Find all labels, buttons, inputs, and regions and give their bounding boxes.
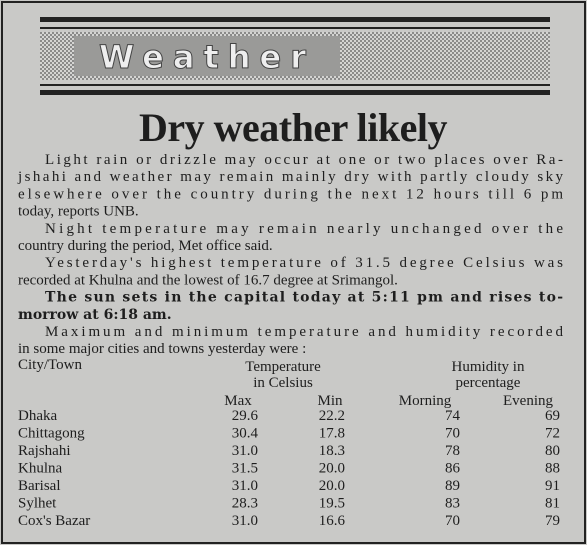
table-cell: 31.0: [232, 513, 258, 529]
banner-box: [74, 36, 340, 76]
body-line: recorded at Khulna and the lowest of 16.…: [18, 272, 398, 288]
city-name: Dhaka: [18, 408, 57, 424]
column-header: Morning: [399, 393, 452, 409]
table-cell: 91: [545, 478, 560, 494]
table-cell: 79: [545, 513, 560, 529]
body-line: morrow at 6:18 am.: [18, 307, 172, 323]
section-title: Weather: [99, 38, 315, 76]
city-name: Sylhet: [18, 496, 57, 512]
city-name: Chittagong: [18, 426, 85, 442]
table-cell: 31.0: [232, 443, 258, 459]
table-cell: 74: [445, 408, 461, 424]
table-cell: 81: [545, 496, 560, 512]
body-line: Night temperature may remain nearly unch…: [45, 221, 563, 237]
table-cell: 17.8: [319, 426, 345, 442]
table-cell: 28.3: [232, 496, 258, 512]
table-cell: 72: [545, 426, 560, 442]
table-cell: 22.2: [319, 408, 345, 424]
table-cell: 31.0: [232, 478, 258, 494]
body-line: today, reports UNB.: [18, 204, 139, 220]
table-cell: 89: [445, 478, 460, 494]
table-header: Humidity in: [452, 359, 525, 375]
table-cell: 20.0: [319, 478, 345, 494]
body-line: Light rain or drizzle may occur at one o…: [45, 152, 563, 168]
table-cell: 16.6: [319, 513, 346, 529]
table-cell: 30.4: [232, 426, 259, 442]
table-cell: 78: [445, 443, 460, 459]
body-line: country during the period, Met office sa…: [18, 238, 273, 254]
city-name: Barisal: [18, 478, 61, 494]
table-cell: 83: [445, 496, 460, 512]
city-name: Khulna: [18, 461, 63, 477]
table-cell: 19.5: [319, 496, 345, 512]
city-name: Rajshahi: [18, 443, 71, 459]
body-line: Maximum and minimum temperature and humi…: [45, 324, 564, 340]
table-cell: 69: [545, 408, 560, 424]
headline: Dry weather likely: [139, 105, 447, 150]
table-cell: 80: [545, 443, 560, 459]
column-header: Max: [224, 393, 252, 409]
body-line: in some major cities and towns yesterday…: [18, 341, 306, 357]
table-cell: 20.0: [319, 461, 345, 477]
table-header: Temperature: [245, 359, 321, 375]
column-header: Min: [317, 393, 343, 409]
rule: [40, 27, 550, 29]
column-header: Evening: [503, 393, 553, 409]
table-cell: 70: [445, 513, 460, 529]
table-cell: 88: [545, 461, 560, 477]
table-cell: 29.6: [232, 408, 259, 424]
rule: [40, 84, 550, 86]
body-line: The sun sets in the capital today at 5:1…: [45, 290, 563, 306]
table-header: in Celsius: [253, 375, 313, 391]
table-header: City/Town: [18, 357, 82, 373]
city-name: Cox's Bazar: [18, 513, 90, 529]
rule: [40, 17, 550, 22]
table-cell: 31.5: [232, 461, 258, 477]
body-line: jshahi and weather may remain mainly dry…: [17, 169, 563, 185]
table-header: percentage: [456, 375, 521, 391]
table-cell: 86: [445, 461, 461, 477]
table-cell: 70: [445, 426, 460, 442]
table-cell: 18.3: [319, 443, 345, 459]
rule: [40, 90, 550, 95]
